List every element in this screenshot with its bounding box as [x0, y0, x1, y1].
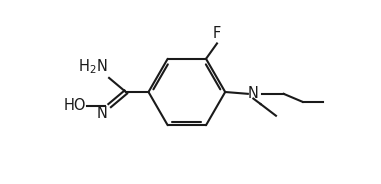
Text: N: N — [248, 86, 259, 101]
Text: H$_2$N: H$_2$N — [78, 57, 107, 76]
Text: N: N — [97, 106, 108, 121]
Text: HO: HO — [63, 98, 86, 113]
Text: F: F — [213, 26, 221, 41]
